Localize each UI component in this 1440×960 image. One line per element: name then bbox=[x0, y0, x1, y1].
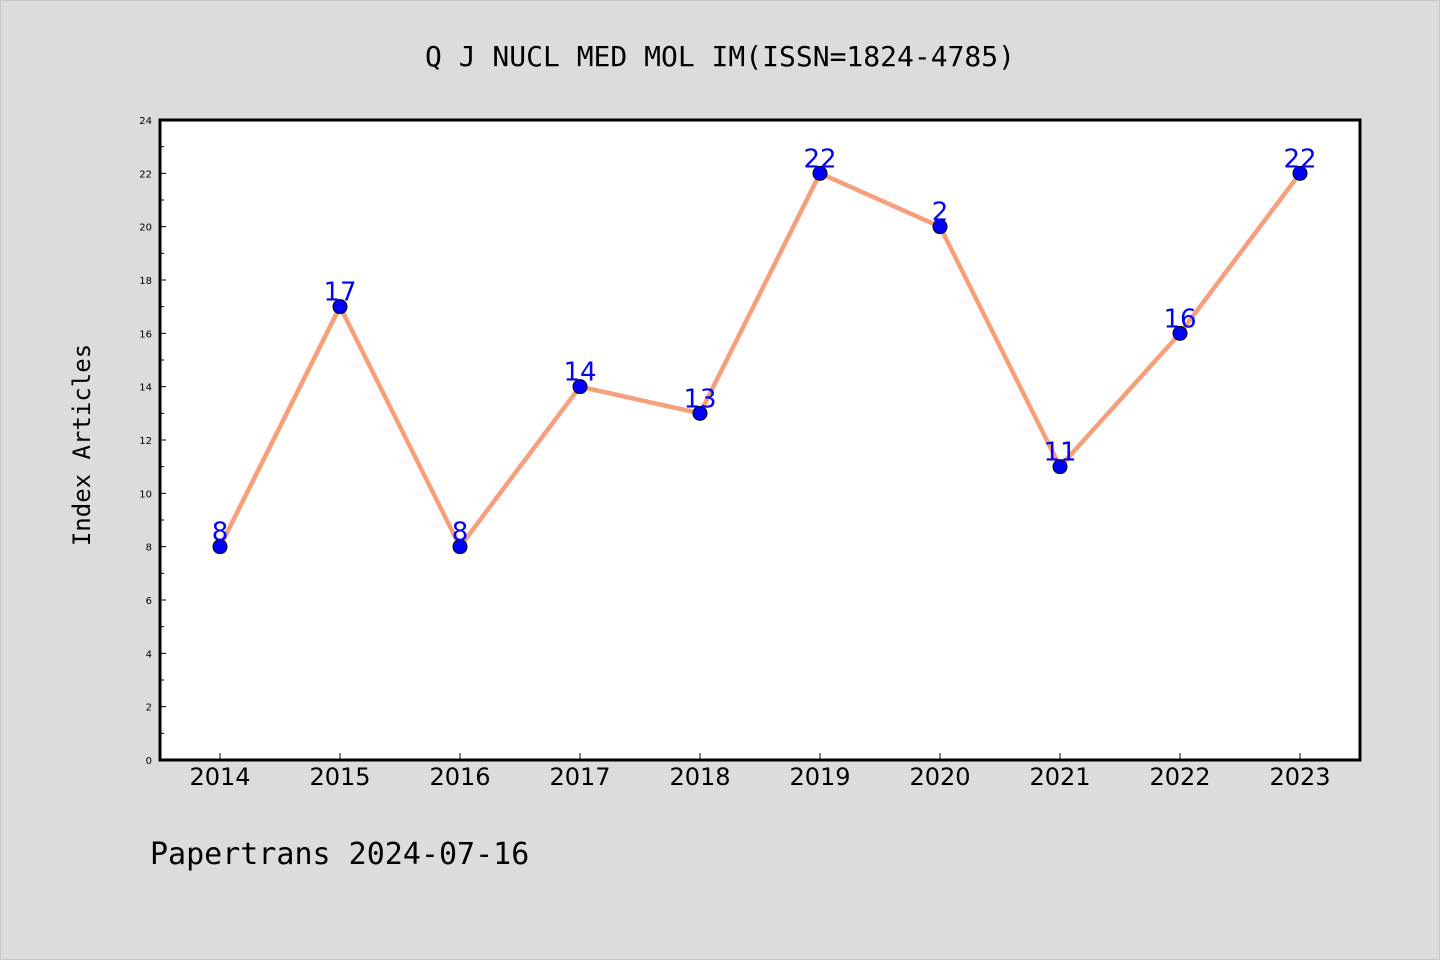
data-label: 14 bbox=[563, 358, 596, 388]
data-label: 8 bbox=[452, 518, 469, 548]
chart-title: Q J NUCL MED MOL IM(ISSN=1824-4785) bbox=[425, 40, 1015, 73]
data-label: 13 bbox=[683, 384, 716, 414]
y-tick-label: 10 bbox=[139, 489, 152, 500]
footer-credit: Papertrans 2024-07-16 bbox=[150, 837, 529, 872]
data-label: 16 bbox=[1163, 304, 1196, 334]
data-point bbox=[1292, 165, 1308, 181]
data-point bbox=[812, 165, 828, 181]
data-point bbox=[1052, 459, 1068, 475]
y-tick-label: 8 bbox=[146, 543, 152, 554]
y-tick-label: 24 bbox=[139, 116, 152, 127]
data-point bbox=[212, 539, 228, 555]
data-label: 22 bbox=[1283, 144, 1316, 174]
data-point bbox=[932, 219, 948, 235]
y-tick-label: 18 bbox=[139, 276, 152, 287]
x-tick-label: 2016 bbox=[429, 763, 490, 791]
y-axis-label: Index Articles bbox=[68, 344, 96, 546]
x-tick-label: 2019 bbox=[789, 763, 850, 791]
x-tick-label: 2018 bbox=[669, 763, 730, 791]
y-tick-label: 2 bbox=[146, 703, 152, 714]
x-axis: 2014 2015 2016 2017 2018 2019 2020 2021 2022 2023 bbox=[189, 753, 1331, 791]
data-point bbox=[452, 539, 468, 555]
data-point bbox=[332, 299, 348, 315]
x-tick-label: 2020 bbox=[909, 763, 970, 791]
data-label: 2 bbox=[932, 198, 949, 228]
y-tick-label: 12 bbox=[139, 436, 152, 447]
plot-area bbox=[158, 118, 1362, 762]
y-tick-label: 14 bbox=[139, 383, 152, 394]
data-point bbox=[1172, 325, 1188, 341]
data-label: 22 bbox=[803, 144, 836, 174]
y-tick-label: 0 bbox=[146, 756, 152, 767]
y-tick-label: 22 bbox=[139, 169, 152, 180]
y-tick-label: 16 bbox=[139, 329, 152, 340]
series-line bbox=[217, 171, 1303, 549]
x-tick-label: 2015 bbox=[309, 763, 370, 791]
x-tick-label: 2023 bbox=[1269, 763, 1330, 791]
x-tick-label: 2022 bbox=[1149, 763, 1210, 791]
data-label: 8 bbox=[212, 518, 229, 548]
data-label: 17 bbox=[323, 278, 356, 308]
data-label: 11 bbox=[1043, 438, 1076, 468]
x-tick-label: 2014 bbox=[189, 763, 250, 791]
x-tick-label: 2017 bbox=[549, 763, 610, 791]
y-tick-label: 6 bbox=[146, 596, 152, 607]
x-tick-label: 2021 bbox=[1029, 763, 1090, 791]
data-point bbox=[572, 379, 588, 395]
y-tick-label: 4 bbox=[146, 649, 152, 660]
y-tick-label: 20 bbox=[139, 223, 152, 234]
data-point bbox=[692, 405, 708, 421]
